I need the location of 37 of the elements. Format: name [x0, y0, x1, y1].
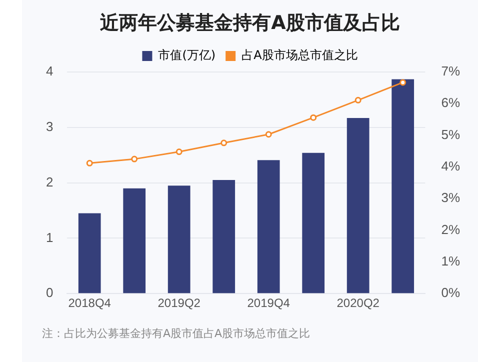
point	[354, 96, 362, 104]
y-tick-label: 1	[46, 230, 54, 245]
y2-tick-label: 0%	[441, 285, 460, 300]
y2-tick-label: 1%	[441, 254, 460, 269]
point	[131, 156, 138, 162]
bar	[257, 160, 280, 294]
bar	[168, 186, 190, 294]
bar	[302, 152, 325, 294]
bar	[346, 118, 370, 294]
bar	[78, 213, 101, 294]
point	[176, 148, 182, 156]
point	[86, 160, 93, 166]
y2-tick-label: 7%	[441, 64, 460, 79]
x-tick-label: 2020Q2	[336, 296, 380, 310]
y-tick-label: 3	[46, 118, 54, 134]
y-tick-label: 2	[46, 174, 54, 190]
point	[220, 140, 228, 146]
bar	[212, 180, 236, 294]
x-tick-label: 2019Q2	[158, 296, 201, 310]
x-tick-label: 2019Q4	[247, 296, 290, 310]
legend-label: 占A股市场总市值之比	[242, 48, 358, 62]
y2-tick-label: 5%	[441, 126, 460, 142]
point	[310, 114, 317, 121]
x-tick-label: 2018Q4	[68, 296, 112, 310]
y2-tick-label: 2%	[441, 222, 460, 237]
chart-title: 近两年公募基金持有A股市值及占比	[99, 11, 401, 36]
text: 注：占比为公募基金持有A股市值占A股市场总市值之比	[42, 326, 310, 341]
point	[265, 131, 272, 138]
legend-label: 市值(万亿)	[158, 48, 216, 62]
y2-tick-label: 4%	[441, 158, 460, 174]
y-tick-label: 4	[46, 64, 54, 79]
y-tick-label: 0	[46, 285, 54, 300]
bar	[123, 188, 146, 294]
point	[400, 79, 406, 86]
bar	[392, 79, 414, 294]
y2-tick-label: 6%	[441, 95, 460, 110]
y2-tick-label: 3%	[441, 190, 460, 206]
